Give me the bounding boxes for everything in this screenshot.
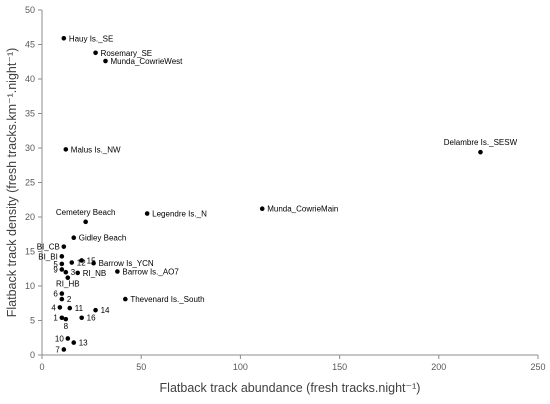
- x-axis-title: Flatback track abundance (fresh tracks.n…: [160, 381, 421, 395]
- data-point: [79, 258, 84, 263]
- point-label: BI_BI: [38, 252, 58, 261]
- point-label: Rosemary_SE: [101, 49, 153, 58]
- data-point: [65, 275, 71, 281]
- y-tick-label: 45: [25, 40, 35, 50]
- data-point: [59, 291, 65, 296]
- data-point: [71, 340, 77, 345]
- point-label: 8: [64, 322, 69, 331]
- y-tick-label: 10: [25, 281, 35, 291]
- y-tick-label: 5: [30, 316, 35, 326]
- y-tick-label: 20: [25, 212, 35, 222]
- point-label: 3: [71, 268, 76, 277]
- point-label: BI_CB: [37, 243, 60, 252]
- data-point: [144, 211, 150, 216]
- point-label: 9: [53, 265, 58, 274]
- data-point: [61, 347, 67, 352]
- data-point: [67, 305, 73, 311]
- point-label: Delambre Is._SESW: [444, 138, 518, 147]
- y-axis-title: Flatback track density (fresh tracks.km⁻…: [5, 48, 19, 318]
- data-point: [71, 235, 77, 240]
- y-tick-label: 40: [25, 74, 35, 84]
- data-point: [478, 149, 483, 155]
- data-point: [61, 244, 67, 249]
- point-label: RI_NB: [83, 269, 107, 278]
- data-point: [63, 147, 69, 152]
- x-tick-labels: 0 50 100 150 200 250: [39, 355, 546, 372]
- point-label: 5: [53, 260, 58, 269]
- data-point: [59, 296, 65, 302]
- data-point: [57, 305, 63, 310]
- y-tick-label: 30: [25, 143, 35, 153]
- data-point: [123, 296, 128, 302]
- y-tick-label: 25: [25, 178, 35, 188]
- point-label: 4: [51, 303, 56, 312]
- x-tick-label: 0: [39, 362, 44, 372]
- data-point: [59, 261, 65, 267]
- x-tick-label: 200: [431, 362, 446, 372]
- point-label: Malus Is._NW: [71, 145, 121, 154]
- data-points: [57, 35, 483, 352]
- point-label: 15: [87, 256, 96, 265]
- point-label: Munda_CowrieWest: [110, 57, 183, 66]
- y-tick-labels: 0 5 10 15 20 25 30 35 40 45 50: [25, 5, 42, 360]
- point-label: Thevenard Is._South: [130, 295, 204, 304]
- point-label: 2: [67, 295, 72, 304]
- point-label: 12: [77, 259, 86, 268]
- point-label: 13: [79, 339, 88, 348]
- point-label: 14: [101, 306, 110, 315]
- y-tick-label: 0: [30, 350, 35, 360]
- data-point: [93, 50, 98, 56]
- x-tick-label: 150: [332, 362, 347, 372]
- data-point: [59, 315, 65, 321]
- data-point: [63, 316, 69, 322]
- data-point: [259, 206, 265, 212]
- point-label: Munda_CowrieMain: [267, 205, 338, 214]
- data-point: [61, 35, 67, 41]
- y-tick-label: 35: [25, 109, 35, 119]
- point-label: 10: [55, 334, 64, 343]
- point-label: Barrow Is._AO7: [122, 268, 179, 277]
- data-point: [79, 315, 84, 321]
- point-label: 16: [87, 314, 96, 323]
- data-point: [69, 260, 75, 265]
- data-point: [75, 270, 81, 276]
- data-point: [115, 269, 120, 274]
- data-point: [103, 58, 108, 64]
- point-label: 1: [53, 314, 58, 323]
- point-label: 11: [75, 304, 84, 313]
- data-point: [93, 307, 98, 313]
- data-point: [65, 336, 71, 341]
- point-label: 7: [55, 345, 60, 354]
- point-label: 6: [53, 290, 58, 299]
- y-tick-label: 15: [25, 247, 35, 257]
- x-tick-label: 250: [530, 362, 545, 372]
- y-tick-label: 50: [25, 5, 35, 15]
- data-point: [83, 219, 88, 225]
- x-tick-label: 100: [233, 362, 248, 372]
- point-label: RI_HB: [56, 280, 80, 289]
- data-point: [91, 260, 96, 266]
- point-label: Barrow Is_YCN: [99, 259, 154, 268]
- point-label: Cemetery Beach: [56, 208, 116, 217]
- data-point: [59, 267, 65, 272]
- x-tick-label: 50: [136, 362, 146, 372]
- point-label: Hauy Is._SE: [69, 34, 113, 43]
- point-label: Gidley Beach: [79, 234, 127, 243]
- data-point: [63, 269, 69, 275]
- point-label: Legendre Is._N: [152, 210, 207, 219]
- data-point: [59, 254, 65, 259]
